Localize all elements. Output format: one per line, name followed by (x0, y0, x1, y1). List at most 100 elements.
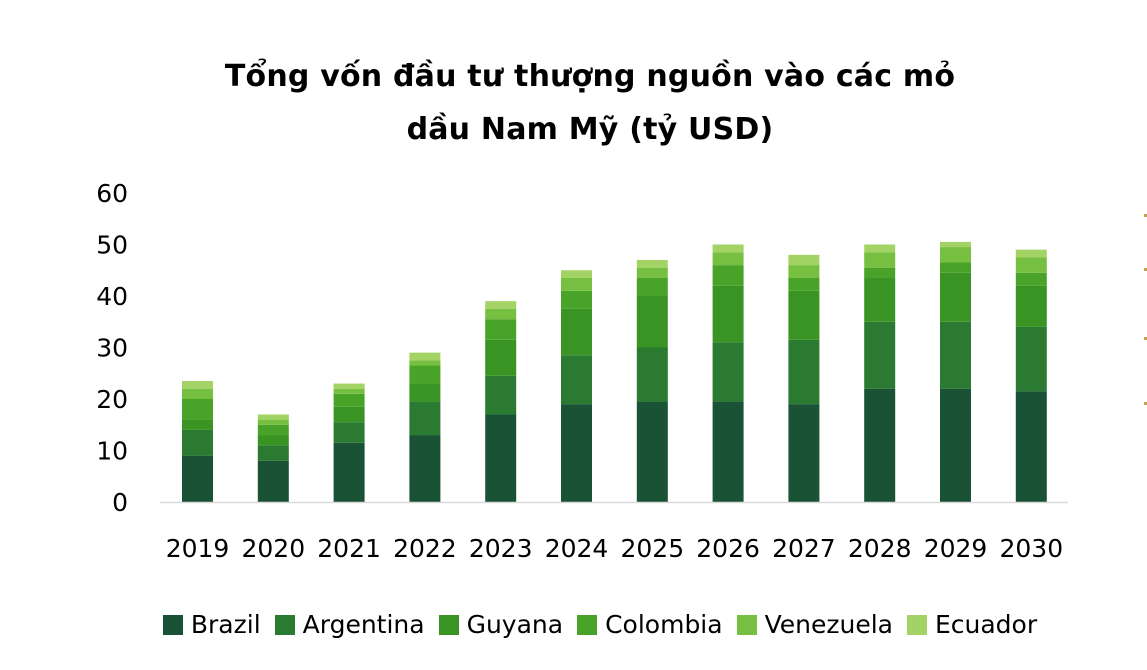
bar-segment-brazil (1015, 391, 1047, 502)
x-tick-label: 2021 (317, 534, 381, 563)
bar-segment-colombia (712, 265, 744, 286)
bar-segment-venezuela (257, 419, 289, 425)
chart-legend: Brazil Argentina Guyana Colombia Venezuela Ec… (100, 610, 1100, 639)
legend-label: Venezuela (764, 610, 893, 639)
bar-segment-guyana (864, 277, 896, 322)
legend-label: Colombia (605, 610, 723, 639)
bar-segment-ecuador (712, 244, 744, 253)
edge-marker (1144, 268, 1147, 271)
bar-segment-brazil (257, 460, 289, 502)
legend-swatch (438, 614, 459, 635)
y-tick-label: 0 (112, 488, 128, 517)
bar-segment-guyana (485, 339, 517, 376)
bar-segment-venezuela (182, 388, 213, 399)
bar-segment-ecuador (333, 383, 365, 389)
bar-segment-brazil (940, 388, 971, 502)
y-tick-label: 50 (96, 231, 128, 260)
bar-segment-guyana (712, 285, 744, 343)
bar-segment-brazil (409, 435, 441, 502)
legend-item-venezuela: Venezuela (736, 610, 893, 639)
bar-segment-ecuador (257, 414, 289, 420)
bar-segment-ecuador (788, 254, 820, 266)
bar-segment-venezuela (485, 308, 517, 320)
bar-segment-brazil (485, 414, 517, 502)
legend-item-guyana: Guyana (438, 610, 564, 639)
bar-segment-guyana (561, 308, 592, 356)
bar-segment-venezuela (712, 252, 744, 266)
y-tick-label: 10 (96, 437, 128, 466)
legend-label: Guyana (466, 610, 564, 639)
bar-segment-colombia (940, 262, 971, 273)
legend-swatch (736, 614, 757, 635)
bar-segment-guyana (333, 406, 365, 423)
bar-segment-brazil (561, 404, 592, 502)
bar-segment-colombia (788, 277, 820, 291)
x-tick-label: 2029 (924, 534, 988, 563)
bar-segment-colombia (485, 319, 517, 340)
bar-segment-argentina (409, 401, 441, 436)
bar-segment-brazil (182, 455, 213, 502)
legend-swatch (906, 614, 927, 635)
bar-segment-colombia (257, 424, 289, 436)
bar-segment-venezuela (1015, 257, 1047, 273)
bar-segment-venezuela (561, 277, 592, 291)
bar-segment-colombia (333, 393, 365, 407)
bar-segment-argentina (561, 355, 592, 405)
bar-segment-venezuela (940, 247, 971, 263)
chart-title-line-1: Tổng vốn đầu tư thượng nguồn vào các mỏ (224, 59, 956, 94)
legend-item-ecuador: Ecuador (906, 610, 1038, 639)
bar-segment-argentina (182, 429, 213, 456)
bar-segment-argentina (864, 321, 896, 389)
bar-segment-brazil (333, 442, 365, 502)
bar-segment-venezuela (636, 267, 668, 278)
bar-segment-argentina (712, 342, 744, 402)
edge-marker (1144, 337, 1147, 340)
bar-segment-guyana (182, 419, 213, 430)
x-tick-label: 2028 (848, 534, 912, 563)
bar-segment-ecuador (1015, 249, 1047, 258)
bar-segment-guyana (940, 272, 971, 322)
x-tick-label: 2023 (469, 534, 533, 563)
x-tick-label: 2022 (393, 534, 457, 563)
bar-segment-argentina (333, 422, 365, 443)
y-tick-label: 60 (96, 179, 128, 208)
y-tick-label: 30 (96, 334, 128, 363)
legend-swatch (577, 614, 598, 635)
x-tick-label: 2019 (166, 534, 230, 563)
x-tick-label: 2024 (545, 534, 609, 563)
legend-label: Brazil (190, 610, 261, 639)
bar-segment-brazil (864, 388, 896, 502)
bar-segment-argentina (485, 375, 517, 415)
bar-segment-colombia (409, 365, 441, 384)
chart-title: Tổng vốn đầu tư thượng nguồn vào các mỏ … (95, 50, 1085, 156)
bar-segment-ecuador (182, 380, 213, 389)
bar-segment-colombia (636, 277, 668, 296)
y-tick-label: 40 (96, 282, 128, 311)
legend-item-colombia: Colombia (577, 610, 723, 639)
x-tick-label: 2020 (241, 534, 305, 563)
chart-title-line-2: dầu Nam Mỹ (tỷ USD) (406, 112, 774, 147)
bar-segment-ecuador (864, 244, 896, 253)
bar-segment-argentina (636, 347, 668, 402)
bar-segment-colombia (1015, 272, 1047, 286)
bar-segment-ecuador (485, 301, 517, 309)
x-tick-label: 2030 (999, 534, 1063, 563)
bar-segment-guyana (1015, 285, 1047, 327)
y-tick-label: 20 (96, 385, 128, 414)
bar-segment-argentina (940, 321, 971, 389)
bar-segment-ecuador (636, 259, 668, 268)
bar-segment-brazil (788, 404, 820, 502)
bar-segment-colombia (561, 290, 592, 309)
edge-marker (1144, 402, 1147, 405)
bar-segment-guyana (409, 383, 441, 402)
legend-item-brazil: Brazil (162, 610, 261, 639)
legend-label: Ecuador (934, 610, 1038, 639)
bar-segment-colombia (864, 267, 896, 278)
bar-segment-argentina (788, 339, 820, 405)
bar-segment-colombia (182, 399, 213, 420)
legend-item-argentina: Argentina (274, 610, 425, 639)
bar-segment-brazil (712, 401, 744, 502)
x-tick-label: 2025 (620, 534, 684, 563)
bar-segment-venezuela (788, 265, 820, 278)
